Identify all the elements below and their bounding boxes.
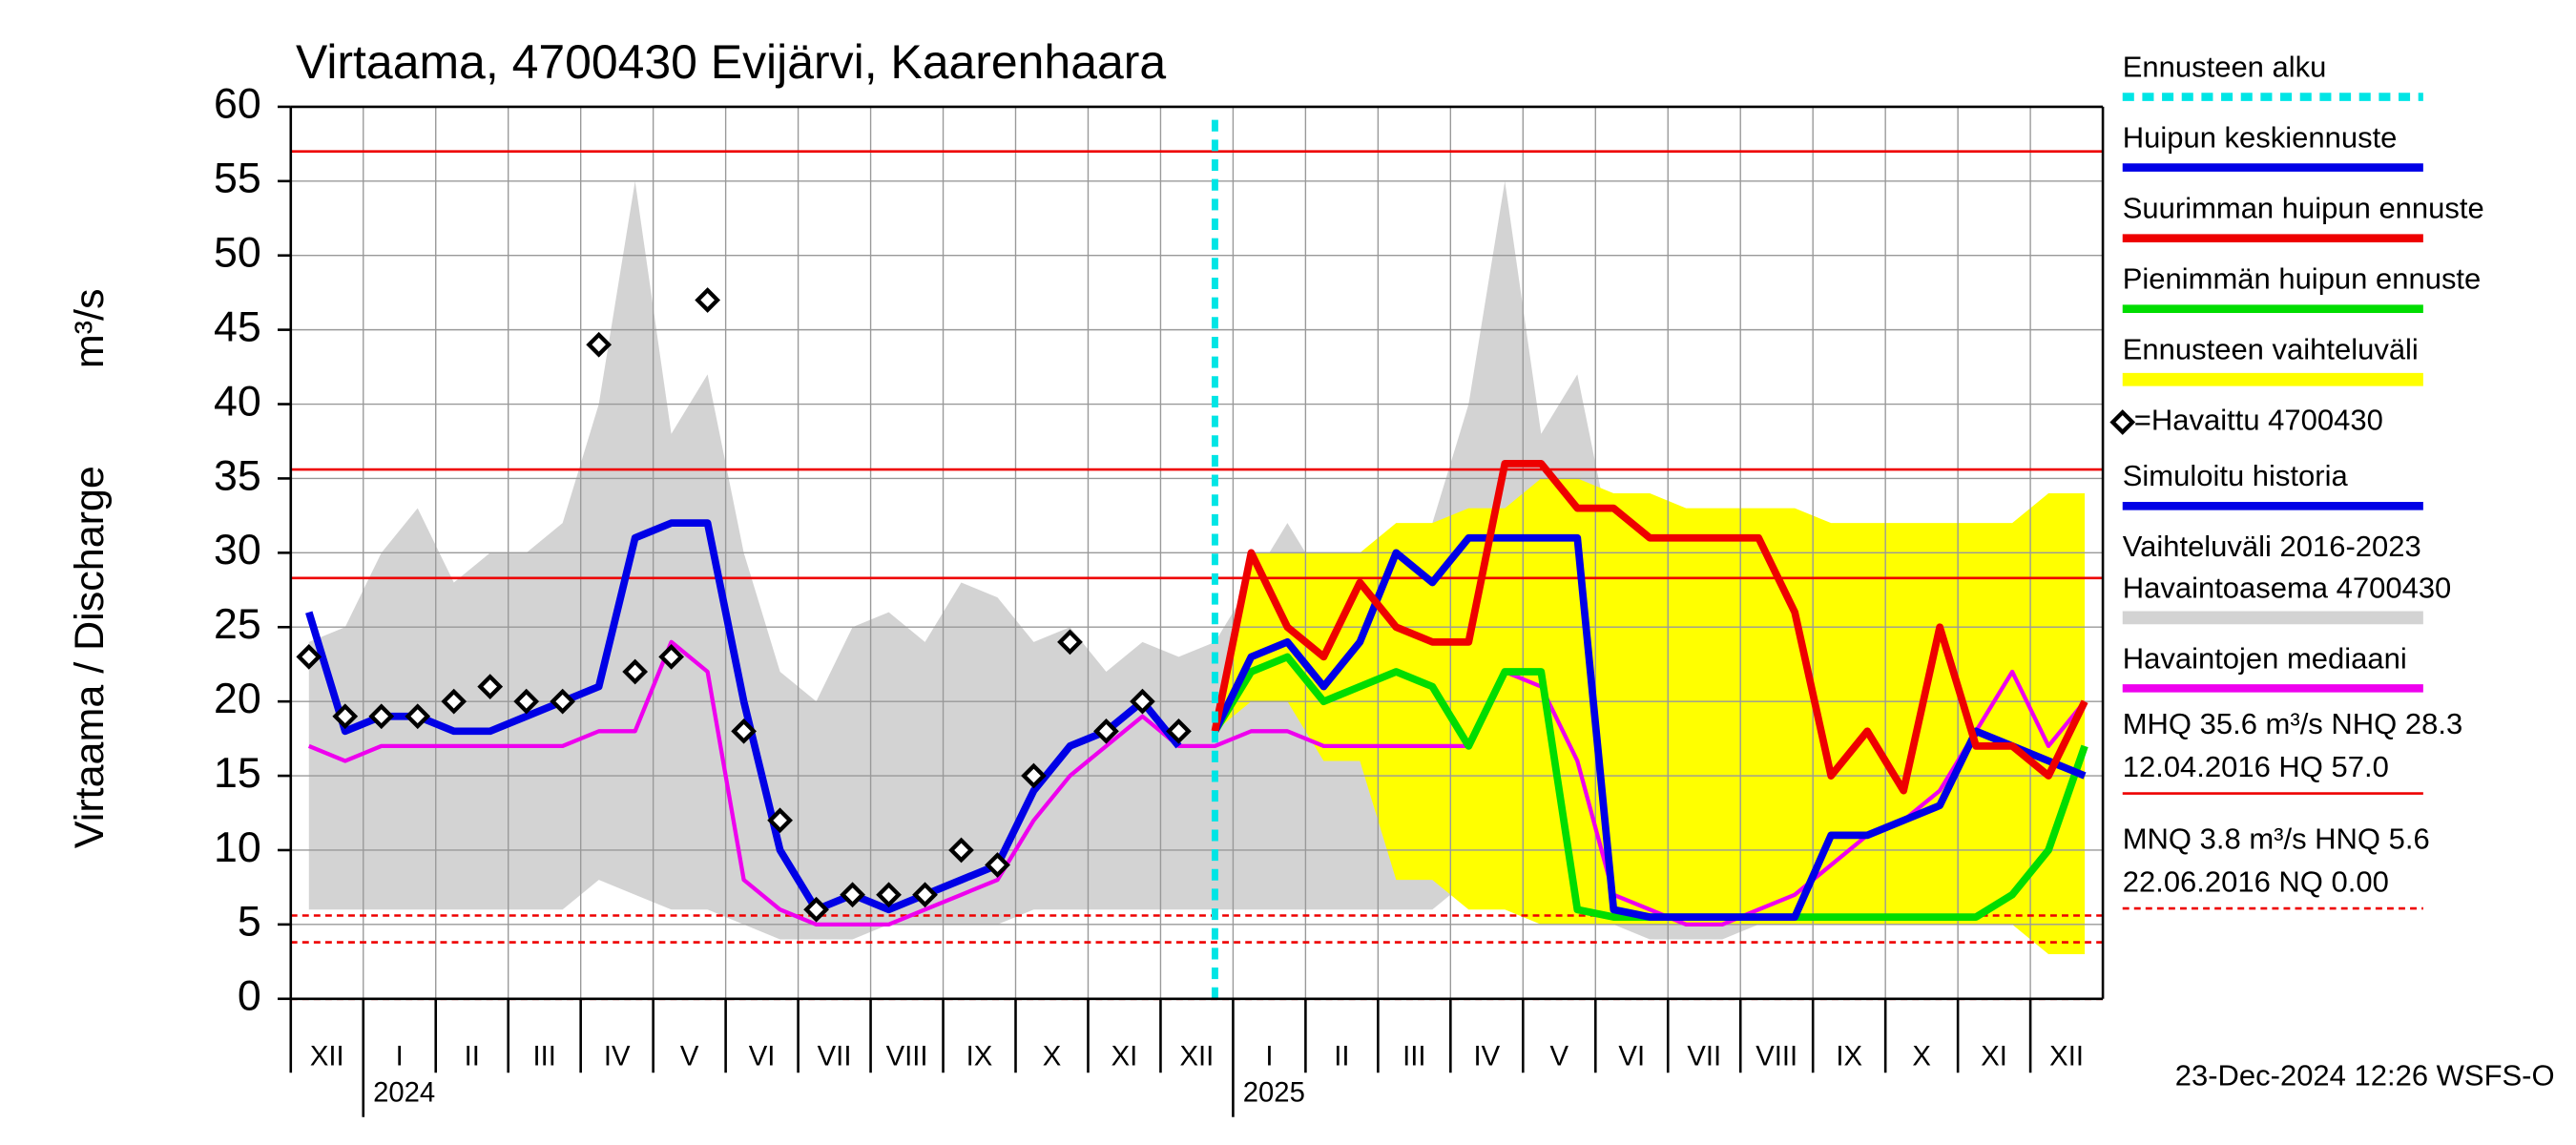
month-label: V bbox=[680, 1041, 699, 1072]
y-tick-label: 20 bbox=[214, 675, 261, 722]
observed-point bbox=[1093, 718, 1119, 744]
legend-marker bbox=[2109, 409, 2136, 435]
series-line bbox=[305, 519, 1182, 914]
legend-label: Pienimmän huipun ennuste bbox=[2123, 262, 2482, 296]
y-axis-unit: m³/s bbox=[67, 289, 113, 369]
year-label: 2024 bbox=[373, 1077, 435, 1108]
observed-point bbox=[586, 331, 613, 358]
y-tick-label: 40 bbox=[214, 377, 261, 425]
observed-point bbox=[876, 882, 902, 908]
legend-label: Huipun keskiennuste bbox=[2123, 121, 2398, 155]
legend-label: Vaihteluväli 2016-2023 bbox=[2123, 530, 2421, 563]
footer: 23-Dec-2024 12:26 WSFS-O bbox=[2175, 1059, 2555, 1093]
month-label: VII bbox=[1687, 1041, 1721, 1072]
month-label: I bbox=[396, 1041, 404, 1072]
observed-point bbox=[477, 674, 504, 699]
y-tick-label: 60 bbox=[214, 80, 261, 128]
observed-point bbox=[368, 703, 395, 730]
observed-point bbox=[840, 882, 865, 908]
y-tick-label: 45 bbox=[214, 302, 261, 350]
month-label: III bbox=[1402, 1041, 1425, 1072]
month-label: III bbox=[532, 1041, 555, 1072]
month-label: VII bbox=[818, 1041, 852, 1072]
observed-point bbox=[803, 896, 829, 923]
legend-stat: MNQ 3.8 m³/s HNQ 5.6 bbox=[2123, 822, 2430, 856]
observed-point bbox=[985, 852, 1010, 878]
month-label: XII bbox=[310, 1041, 344, 1072]
month-label: VI bbox=[1618, 1041, 1645, 1072]
series-line bbox=[307, 639, 2087, 927]
y-tick-label: 35 bbox=[214, 451, 261, 499]
y-tick-label: 10 bbox=[214, 823, 261, 871]
observed-point bbox=[1130, 688, 1155, 715]
legend-label: Suurimman huipun ennuste bbox=[2123, 192, 2484, 225]
month-label: IV bbox=[1473, 1041, 1500, 1072]
observed-point bbox=[1057, 629, 1083, 656]
observed-point bbox=[550, 688, 576, 715]
series-line bbox=[1211, 459, 2088, 795]
observed-point bbox=[622, 658, 649, 685]
month-label: X bbox=[1912, 1041, 1931, 1072]
month-label: X bbox=[1043, 1041, 1062, 1072]
legend-stat: 22.06.2016 NQ 0.00 bbox=[2123, 864, 2389, 898]
legend-stat: MHQ 35.6 m³/s NHQ 28.3 bbox=[2123, 707, 2462, 740]
legend-label: Ennusteen alku bbox=[2123, 50, 2327, 83]
y-tick-label: 25 bbox=[214, 600, 261, 648]
chart-title: Virtaama, 4700430 Evijärvi, Kaarenhaara bbox=[296, 35, 1166, 89]
observed-point bbox=[731, 718, 757, 744]
observed-point bbox=[1021, 762, 1047, 789]
month-label: VIII bbox=[1755, 1041, 1797, 1072]
y-tick-label: 50 bbox=[214, 229, 261, 277]
month-label: IX bbox=[1836, 1041, 1862, 1072]
observed-point bbox=[441, 688, 467, 715]
y-tick-label: 15 bbox=[214, 749, 261, 797]
legend-stat: 12.04.2016 HQ 57.0 bbox=[2123, 750, 2389, 783]
month-label: XII bbox=[1180, 1041, 1215, 1072]
year-label: 2025 bbox=[1243, 1077, 1305, 1108]
observed-point bbox=[296, 644, 322, 670]
month-label: XI bbox=[1111, 1041, 1138, 1072]
month-label: XI bbox=[1981, 1041, 2007, 1072]
observed-point bbox=[948, 837, 974, 864]
y-tick-label: 55 bbox=[214, 155, 261, 202]
observed-point bbox=[405, 703, 431, 730]
month-label: V bbox=[1550, 1041, 1569, 1072]
month-label: II bbox=[465, 1041, 480, 1072]
observed-point bbox=[658, 644, 685, 670]
month-label: IX bbox=[966, 1041, 993, 1072]
series-line bbox=[1211, 533, 2087, 921]
y-tick-label: 0 bbox=[238, 972, 261, 1020]
month-label: XII bbox=[2049, 1041, 2084, 1072]
observed-point bbox=[912, 882, 938, 908]
y-tick-label: 30 bbox=[214, 526, 261, 573]
month-label: VI bbox=[749, 1041, 776, 1072]
legend-label: Havaintoasema 4700430 bbox=[2123, 571, 2452, 604]
legend-label: Ennusteen vaihteluväli bbox=[2123, 333, 2419, 366]
observed-point bbox=[695, 287, 720, 313]
month-label: VIII bbox=[886, 1041, 928, 1072]
legend-label: =Havaittu 4700430 bbox=[2134, 404, 2383, 437]
month-label: IV bbox=[604, 1041, 631, 1072]
legend-label: Havaintojen mediaani bbox=[2123, 641, 2407, 675]
month-label: II bbox=[1334, 1041, 1349, 1072]
month-label: I bbox=[1265, 1041, 1273, 1072]
legend-label: Simuloitu historia bbox=[2123, 459, 2349, 492]
observed-point bbox=[1166, 718, 1192, 744]
y-axis-label: Virtaama / Discharge bbox=[67, 466, 113, 848]
observed-point bbox=[332, 703, 359, 730]
observed-point bbox=[767, 807, 793, 834]
observed-point bbox=[513, 688, 540, 715]
y-tick-label: 5 bbox=[238, 898, 261, 946]
